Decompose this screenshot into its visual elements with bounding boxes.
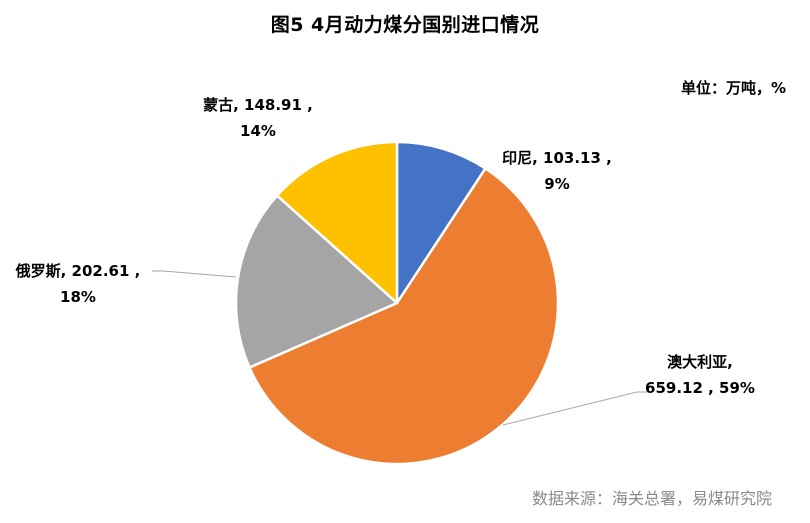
data-label-2-line2: 18% <box>60 288 96 306</box>
data-label-1-line2: 659.12 , 59% <box>645 379 755 397</box>
data-label-3-line1: 蒙古, 148.91 , <box>203 96 313 114</box>
unit-label: 单位：万吨，% <box>680 79 786 97</box>
data-label-3-line2: 14% <box>240 122 276 140</box>
data-label-2-line1: 俄罗斯, 202.61 , <box>15 262 141 280</box>
data-label-0-line1: 印尼, 103.13 , <box>502 149 612 167</box>
leader-line-2 <box>152 270 237 278</box>
data-label-1-line1: 澳大利亚, <box>667 353 733 371</box>
pie-slice-1 <box>248 167 560 466</box>
source-note: 数据来源：海关总署，易煤研究院 <box>531 489 772 508</box>
chart-title: 图5 4月动力煤分国别进口情况 <box>270 14 540 36</box>
pie-slice-3 <box>275 140 399 305</box>
leader-line-1 <box>502 391 650 426</box>
pie-slice-0 <box>395 140 487 305</box>
pie-slice-2 <box>234 194 399 369</box>
data-label-0-line2: 9% <box>544 175 569 193</box>
